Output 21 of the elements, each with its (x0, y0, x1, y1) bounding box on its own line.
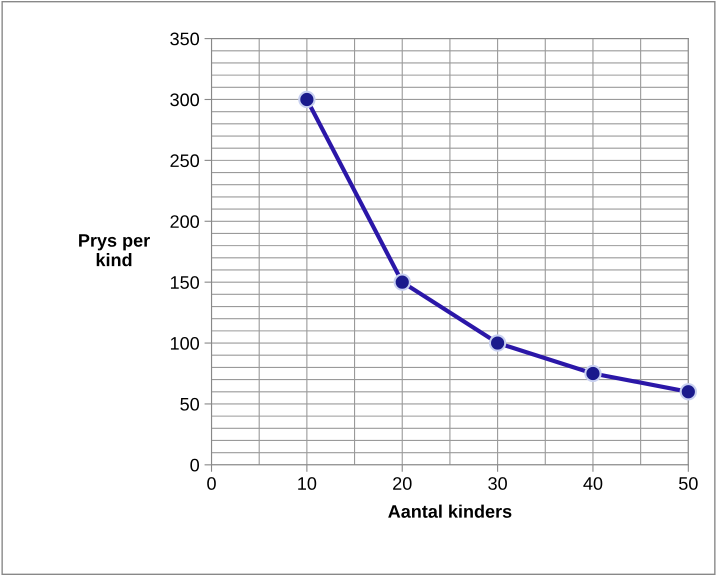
x-tick-label: 20 (393, 477, 412, 490)
point (298, 90, 316, 108)
y-tick-label: 100 (170, 336, 200, 350)
point (584, 364, 602, 382)
x-tick-label: 50 (679, 477, 698, 490)
y-axis-title: Prys per kind (79, 234, 150, 266)
y-tick-label: 250 (170, 154, 200, 168)
point (680, 383, 698, 400)
x-tick-label: 30 (488, 477, 507, 490)
y-tick-label: 0 (190, 458, 200, 472)
y-tick-label: 50 (180, 398, 200, 411)
point (488, 334, 506, 352)
y-tick-label: 350 (170, 32, 200, 46)
x-axis-title: Aantal kinders (388, 504, 512, 518)
x-tick-label: 10 (298, 477, 316, 490)
x-tick-label: 0 (207, 477, 216, 490)
y-tick-label: 150 (170, 276, 200, 289)
y-tick-label: 200 (170, 215, 200, 228)
x-tick-label: 40 (583, 477, 602, 490)
point (394, 273, 411, 291)
y-tick-label: 300 (170, 93, 200, 106)
